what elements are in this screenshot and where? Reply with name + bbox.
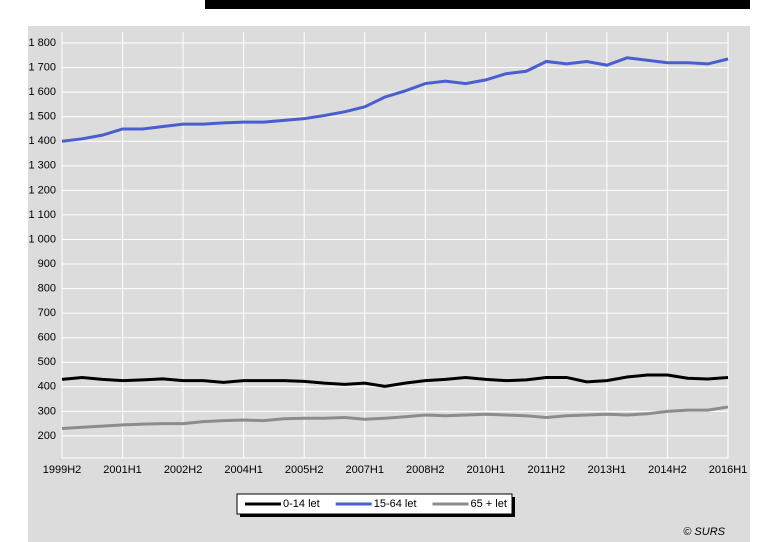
x-tick-label: 2013H1: [588, 464, 627, 476]
y-tick-label: 1 500: [28, 111, 56, 123]
y-tick-label: 600: [38, 332, 56, 344]
series-line: [61, 405, 729, 431]
x-tick-label: 2004H1: [224, 464, 263, 476]
x-tick-label: 2002H2: [164, 464, 203, 476]
legend-label: 15-64 let: [374, 498, 417, 510]
y-tick-label: 1 100: [28, 209, 56, 221]
y-tick-label: 400: [38, 381, 56, 393]
y-tick-label: 1 800: [28, 37, 56, 49]
x-tick-label: 2008H2: [406, 464, 445, 476]
y-tick-label: 1 600: [28, 86, 56, 98]
series-line: [61, 373, 729, 388]
y-tick-label: 900: [38, 258, 56, 270]
x-tick-label: 2001H1: [103, 464, 142, 476]
source-note: © SURS: [683, 526, 725, 538]
plot-area: [62, 32, 728, 458]
legend-label: 65 + let: [471, 498, 507, 510]
y-tick-label: 500: [38, 356, 56, 368]
x-tick-label: 2005H2: [285, 464, 324, 476]
x-tick-label: 2016H1: [709, 464, 748, 476]
y-tick-label: 800: [38, 282, 56, 294]
y-tick-label: 1 300: [28, 160, 56, 172]
x-tick-label: 2010H1: [467, 464, 506, 476]
y-tick-label: 1 700: [28, 62, 56, 74]
y-tick-label: 300: [38, 405, 56, 417]
y-tick-label: 1 000: [28, 233, 56, 245]
y-tick-label: 200: [38, 430, 56, 442]
legend-label: 0-14 let: [283, 498, 320, 510]
y-tick-label: 1 200: [28, 184, 56, 196]
y-tick-label: 1 400: [28, 135, 56, 147]
x-tick-label: 2014H2: [648, 464, 687, 476]
legend: 0-14 let 15-64 let 65 + let: [236, 493, 515, 517]
x-tick-label: 2007H1: [345, 464, 384, 476]
y-tick-label: 700: [38, 307, 56, 319]
x-tick-label: 2011H2: [528, 464, 566, 476]
series-line: [61, 56, 729, 143]
title-bar: [205, 0, 750, 9]
legend-box: [236, 493, 513, 515]
x-tick-label: 1999H2: [43, 464, 82, 476]
